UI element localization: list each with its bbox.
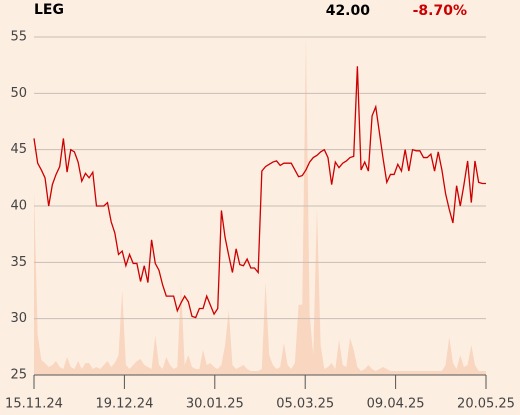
y-tick-label: 30: [10, 311, 27, 326]
y-tick-label: 45: [10, 142, 27, 157]
x-tick-label: 30.01.25: [186, 397, 244, 412]
y-tick-label: 50: [10, 86, 27, 101]
x-tick-label: 20.05.25: [457, 397, 515, 412]
x-tick-label: 09.04.25: [367, 397, 425, 412]
y-tick-label: 35: [10, 255, 27, 270]
change: -8.70%: [413, 3, 467, 19]
y-tick-label: 55: [10, 30, 27, 45]
y-tick-label: 40: [10, 199, 27, 214]
ticker: LEG: [34, 2, 64, 18]
x-tick-label: 19.12.24: [95, 397, 153, 412]
x-tick-label: 05.03.25: [276, 397, 334, 412]
y-tick-label: 25: [10, 368, 27, 383]
price-line: [33, 66, 486, 319]
price: 42.00: [326, 3, 371, 19]
x-tick-label: 15.11.24: [5, 397, 63, 412]
